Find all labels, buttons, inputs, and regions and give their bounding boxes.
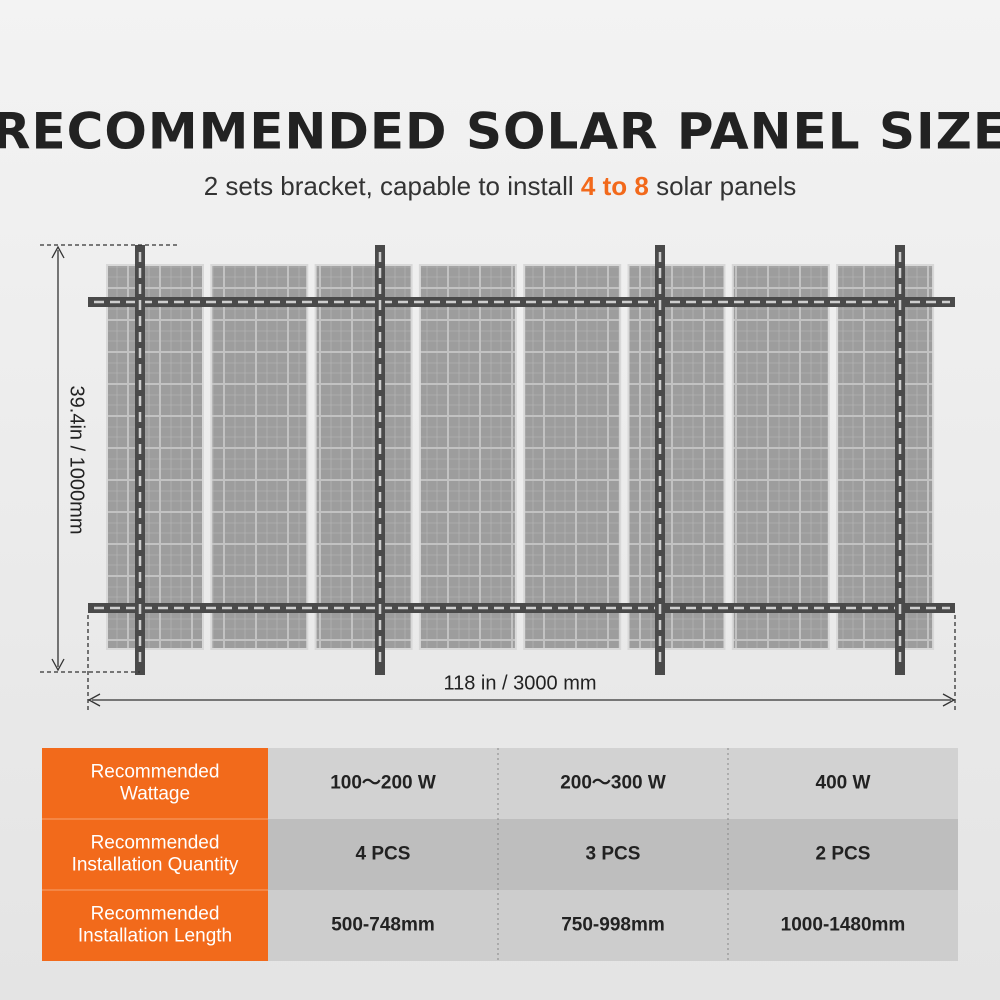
header-cell [42,819,268,890]
table-cell: 4 PCS [356,844,411,865]
row-label: Recommended [91,833,220,854]
title: RECOMMENDED SOLAR PANEL SIZE [0,103,1000,161]
subtitle: 2 sets bracket, capable to install 4 to … [204,171,797,201]
table-cell: 400 W [816,773,871,794]
panel-cells [316,266,411,648]
panel-cells [629,266,724,648]
row-label: Recommended [91,762,220,783]
horizontal-rail [88,297,955,307]
panel-cells [733,266,828,648]
height-label: 39.4in / 1000mm [66,386,88,535]
panel-cells [525,266,620,648]
table-cell: 500-748mm [331,915,435,936]
table-cell: 3 PCS [586,844,641,865]
panel-cells [108,266,202,648]
brackets [88,245,955,675]
table-cell: 200～300 W [560,773,666,794]
dimension-lines [40,244,956,712]
table-cell: 2 PCS [816,844,871,865]
subtitle-highlight: 4 to 8 [581,171,649,201]
panel-cells [420,266,515,648]
row-label: Installation Quantity [72,855,239,876]
header-cell [42,890,268,961]
solar-panels [106,264,935,650]
row-label: Wattage [120,784,190,805]
table-cell: 100～200 W [330,773,436,794]
header-cell [42,748,268,819]
row-label: Recommended [91,904,220,925]
width-label: 118 in / 3000 mm [443,672,596,694]
subtitle-text: 2 sets bracket, capable to install [204,171,581,201]
row-label: Installation Length [78,926,232,947]
table-cell: 1000-1480mm [781,915,906,936]
panel-cells [838,266,933,648]
subtitle-text: solar panels [649,171,796,201]
row-background [268,748,958,819]
row-background [268,819,958,890]
panel-cells [212,266,307,648]
row-background [268,890,958,961]
horizontal-rail [88,603,955,613]
table-cell: 750-998mm [561,915,665,936]
